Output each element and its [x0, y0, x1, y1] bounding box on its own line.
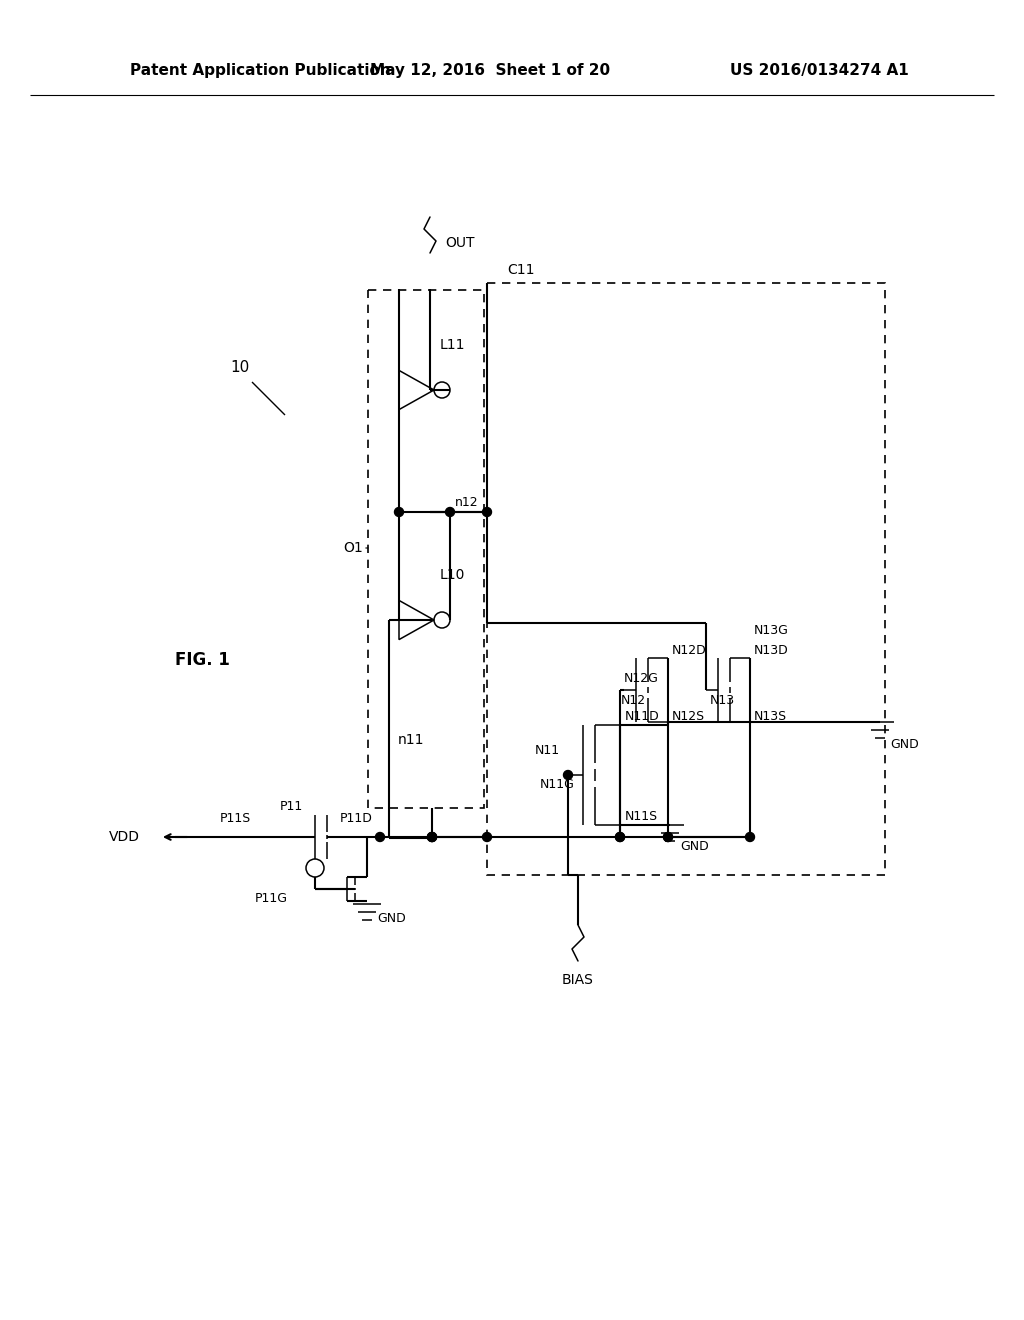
Bar [368, 290, 484, 808]
Text: L10: L10 [440, 568, 465, 582]
Circle shape [563, 771, 572, 780]
Text: FIG. 1: FIG. 1 [175, 651, 229, 669]
Text: N12G: N12G [624, 672, 658, 685]
Text: P11S: P11S [220, 813, 251, 825]
Text: GND: GND [890, 738, 919, 751]
Text: N13: N13 [710, 693, 735, 706]
Text: 10: 10 [230, 359, 249, 375]
Text: US 2016/0134274 A1: US 2016/0134274 A1 [730, 62, 908, 78]
Circle shape [427, 833, 436, 842]
Circle shape [376, 833, 384, 842]
Text: May 12, 2016  Sheet 1 of 20: May 12, 2016 Sheet 1 of 20 [370, 62, 610, 78]
Circle shape [615, 833, 625, 842]
Text: Patent Application Publication: Patent Application Publication [130, 62, 391, 78]
Circle shape [745, 833, 755, 842]
Bar [487, 282, 885, 875]
Text: N12D: N12D [672, 644, 707, 656]
Text: N13S: N13S [754, 710, 787, 723]
Text: BIAS: BIAS [562, 973, 594, 987]
Text: N12S: N12S [672, 710, 706, 723]
Text: L11: L11 [440, 338, 466, 352]
Circle shape [427, 833, 436, 842]
Text: N12: N12 [621, 693, 646, 706]
Text: C11: C11 [507, 263, 535, 277]
Text: GND: GND [377, 912, 406, 925]
Text: P11D: P11D [340, 813, 373, 825]
Circle shape [664, 833, 673, 842]
Text: n11: n11 [397, 733, 424, 747]
Text: VDD: VDD [109, 830, 140, 843]
Circle shape [664, 833, 673, 842]
Circle shape [482, 833, 492, 842]
Text: P11G: P11G [255, 892, 288, 906]
Text: N13D: N13D [754, 644, 788, 656]
Circle shape [482, 507, 492, 516]
Text: n12: n12 [455, 495, 478, 508]
Text: O1: O1 [343, 541, 362, 554]
Circle shape [445, 507, 455, 516]
Text: N11: N11 [535, 743, 560, 756]
Text: N11G: N11G [540, 779, 574, 792]
Text: OUT: OUT [445, 236, 474, 249]
Circle shape [615, 833, 625, 842]
Text: GND: GND [680, 841, 709, 854]
Text: P11: P11 [280, 800, 303, 813]
Text: N13G: N13G [754, 623, 788, 636]
Text: N11D: N11D [625, 710, 659, 723]
Text: N11S: N11S [625, 810, 658, 824]
Circle shape [427, 833, 436, 842]
Circle shape [394, 507, 403, 516]
